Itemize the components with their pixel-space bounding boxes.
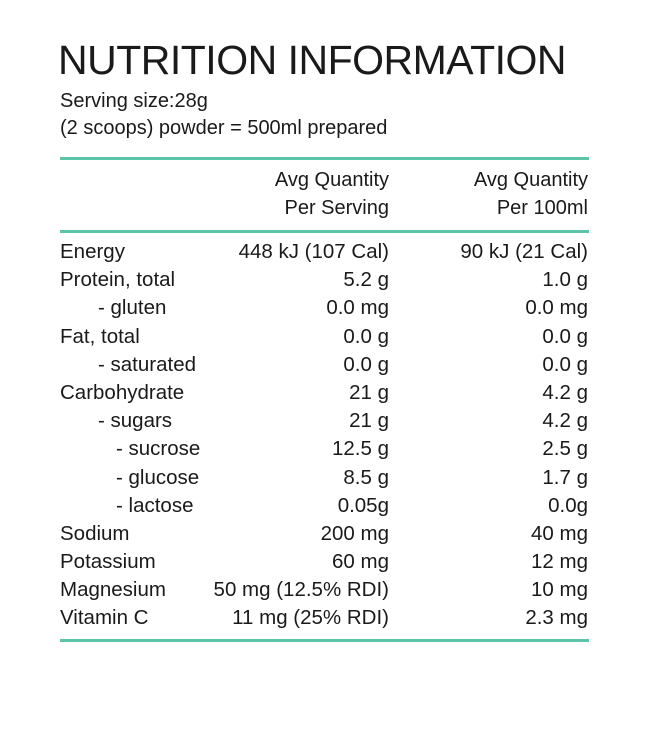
nutrient-name: - glucose	[116, 465, 200, 489]
per-100ml-value: 1.0 g	[542, 268, 588, 292]
nutrient-name: Vitamin C	[60, 606, 149, 630]
per-serving-value: 50 mg (12.5% RDI)	[213, 578, 389, 602]
per-100ml-value: 0.0g	[548, 493, 588, 517]
per-100ml-value: 10 mg	[531, 578, 588, 602]
table-row: - gluten 0.0 mg 0.0 mg	[60, 294, 588, 322]
column-header-line: Avg Quantity	[473, 169, 588, 191]
nutrient-name: - lactose	[116, 493, 194, 517]
table-row: - lactose 0.05g 0.0g	[60, 492, 588, 520]
per-100ml-value: 2.3 mg	[525, 606, 588, 630]
per-serving-value: 11 mg (25% RDI)	[232, 606, 389, 630]
table-row: Protein, total 5.2 g 1.0 g	[60, 266, 588, 294]
column-header-line: Per Serving	[284, 197, 390, 219]
serving-size: Serving size:28g	[60, 90, 208, 112]
per-serving-value: 12.5 g	[332, 437, 389, 461]
per-serving-value: 21 g	[349, 409, 389, 433]
per-100ml-value: 12 mg	[531, 550, 588, 574]
per-serving-value: 0.0 g	[343, 324, 389, 348]
per-100ml-value: 1.7 g	[542, 465, 588, 489]
table-row: Sodium 200 mg 40 mg	[60, 520, 588, 548]
per-100ml-value: 2.5 g	[542, 437, 588, 461]
nutrient-name: Fat, total	[60, 324, 140, 348]
nutrient-name: Protein, total	[60, 268, 176, 292]
table-row: - saturated 0.0 g 0.0 g	[60, 351, 588, 379]
nutrient-name: - sugars	[98, 409, 173, 433]
per-serving-value: 448 kJ (107 Cal)	[238, 240, 389, 263]
per-100ml-value: 0.0 g	[542, 352, 588, 376]
nutrient-name: - gluten	[98, 296, 167, 320]
per-serving-value: 8.5 g	[343, 465, 389, 489]
per-100ml-value: 4.2 g	[542, 409, 588, 433]
nutrient-name: Energy	[60, 240, 125, 263]
table-row: Fat, total 0.0 g 0.0 g	[60, 323, 588, 351]
nutrition-table: Energy 448 kJ (107 Cal) 90 kJ (21 Cal) Prot…	[60, 238, 588, 633]
per-serving-value: 0.0 mg	[326, 296, 389, 320]
per-100ml-value: 4.2 g	[542, 380, 588, 404]
per-100ml-value: 90 kJ (21 Cal)	[460, 240, 588, 263]
table-row: Magnesium 50 mg (12.5% RDI) 10 mg	[60, 576, 588, 604]
per-serving-value: 21 g	[349, 380, 389, 404]
per-serving-value: 200 mg	[320, 521, 389, 545]
page-title: NUTRITION INFORMATION	[58, 37, 567, 83]
nutrient-name: - saturated	[98, 352, 196, 376]
table-row: Potassium 60 mg 12 mg	[60, 548, 588, 576]
serving-note: (2 scoops) powder = 500ml prepared	[60, 117, 388, 139]
nutrient-name: Magnesium	[60, 578, 166, 602]
nutrient-name: Carbohydrate	[60, 380, 185, 404]
table-row: - sucrose 12.5 g 2.5 g	[60, 435, 588, 463]
table-row: Energy 448 kJ (107 Cal) 90 kJ (21 Cal)	[60, 238, 588, 266]
column-header-line: Avg Quantity	[274, 169, 389, 191]
column-header-per-100ml: Avg Quantity Per 100ml	[474, 166, 588, 222]
table-row: Carbohydrate 21 g 4.2 g	[60, 379, 588, 407]
column-header-line: Per 100ml	[496, 197, 588, 219]
per-serving-value: 60 mg	[332, 550, 389, 574]
per-serving-value: 0.0 g	[343, 352, 389, 376]
divider-top	[60, 157, 589, 160]
per-serving-value: 5.2 g	[343, 268, 389, 292]
per-100ml-value: 0.0 g	[542, 324, 588, 348]
table-row: Vitamin C 11 mg (25% RDI) 2.3 mg	[60, 604, 588, 632]
nutrient-name: Potassium	[60, 550, 156, 574]
nutrient-name: Sodium	[60, 521, 130, 545]
divider-bottom	[60, 639, 589, 642]
table-row: - glucose 8.5 g 1.7 g	[60, 464, 588, 492]
per-serving-value: 0.05g	[337, 493, 389, 517]
divider-header	[60, 230, 589, 233]
table-row: - sugars 21 g 4.2 g	[60, 407, 588, 435]
column-header-per-serving: Avg Quantity Per Serving	[275, 166, 389, 222]
nutrient-name: - sucrose	[116, 437, 201, 461]
per-100ml-value: 0.0 mg	[525, 296, 588, 320]
per-100ml-value: 40 mg	[531, 521, 588, 545]
